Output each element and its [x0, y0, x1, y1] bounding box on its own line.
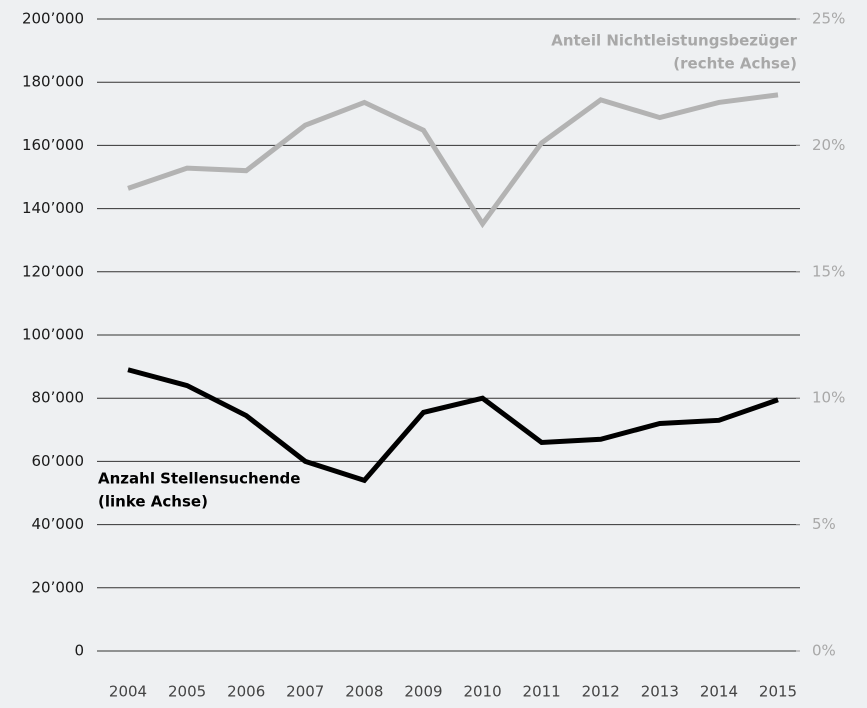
- x-tick-label: 2010: [463, 683, 501, 701]
- x-tick-label: 2008: [345, 683, 383, 701]
- x-tick-label: 2013: [641, 683, 679, 701]
- y-tick-label: 160’000: [22, 136, 84, 154]
- series-line: [127, 92, 779, 229]
- series-label-note: (linke Achse): [98, 493, 208, 511]
- x-tick-label: 2014: [700, 683, 738, 701]
- y-tick-label: 60’000: [32, 452, 85, 470]
- x-tick-label: 2004: [109, 683, 147, 701]
- x-tick-label: 2005: [168, 683, 206, 701]
- y-tick-label: 80’000: [32, 389, 85, 407]
- y-tick-label: 120’000: [22, 262, 84, 280]
- x-tick-label: 2007: [286, 683, 324, 701]
- x-tick-label: 2006: [227, 683, 265, 701]
- y2-tick-label: 0%: [812, 642, 836, 660]
- y-tick-label: 40’000: [32, 515, 85, 533]
- y2-tick-label: 15%: [812, 262, 845, 280]
- series-label: Anzahl Stellensuchende: [98, 470, 300, 488]
- y-tick-label: 140’000: [22, 199, 84, 217]
- series-line: [127, 367, 779, 484]
- x-tick-label: 2015: [759, 683, 797, 701]
- series-label-note: (rechte Achse): [673, 55, 797, 73]
- y2-tick-label: 5%: [812, 515, 836, 533]
- y2-tick-label: 10%: [812, 389, 845, 407]
- y-tick-label: 100’000: [22, 326, 84, 344]
- y-tick-label: 180’000: [22, 73, 84, 91]
- series-label: Anteil Nichtleistungsbezüger: [551, 32, 797, 50]
- y2-tick-label: 25%: [812, 10, 845, 28]
- x-tick-label: 2009: [404, 683, 442, 701]
- x-tick-label: 2012: [582, 683, 620, 701]
- y-tick-label: 0: [74, 642, 84, 660]
- y-tick-label: 200’000: [22, 10, 84, 28]
- y-tick-label: 20’000: [32, 578, 85, 596]
- x-tick-label: 2011: [523, 683, 561, 701]
- y2-tick-label: 20%: [812, 136, 845, 154]
